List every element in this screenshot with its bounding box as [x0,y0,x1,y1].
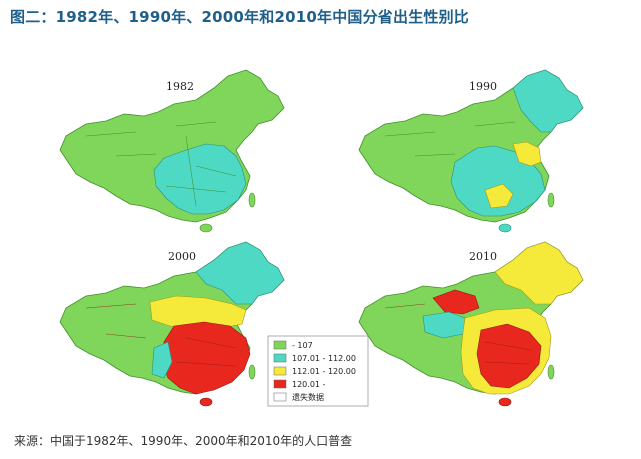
taiwan-island [248,364,256,380]
map-year-label: 2010 [469,250,497,263]
map-year-label: 1982 [166,80,194,93]
source-note: 来源：中国于1982年、1990年、2000年和2010年的人口普查 [14,434,353,448]
region-northwest-red [432,289,480,315]
region-central-red [476,323,542,389]
legend-item: 112.01 - 120.00 [273,366,356,376]
taiwan-island [248,192,256,208]
hainan-island [199,223,213,233]
map-2000: 2000 [59,241,285,407]
region-northeast-cyan [195,241,285,305]
legend-item: 120.01 - [273,379,326,389]
legend-swatch [273,340,287,350]
region-yellow-north [512,141,542,167]
legend-label: 遗失数据 [292,392,324,402]
map-year-label: 2000 [168,250,196,263]
region-southwest-cyan [151,341,173,379]
legend-swatch [273,392,287,402]
legend-label: 112.01 - 120.00 [292,367,356,376]
legend-swatch [273,353,287,363]
legend-swatch [273,379,287,389]
hainan-island [498,223,512,233]
legend-item: 107.01 - 112.00 [273,353,356,363]
map-2010: 2010 [358,241,584,407]
region-central-red [161,321,251,395]
map-year-label: 1990 [469,80,497,93]
legend-item: 遗失数据 [273,392,324,402]
legend-label: 120.01 - [292,380,326,389]
legend-item: - 107 [273,340,313,350]
region-northeast-cyan [512,69,584,133]
region-north-yellow [149,295,247,329]
legend-label: 107.01 - 112.00 [292,354,356,363]
region-central-cyan [450,145,546,217]
map-1982: 1982 [59,69,285,233]
region-northeast-yellow [494,241,584,305]
map-1990: 1990 [358,69,584,233]
legend: - 107 107.01 - 112.00 112.01 - 120.00 12… [267,335,369,407]
figure-title: 图二：1982年、1990年、2000年和2010年中国分省出生性别比 [10,8,469,26]
taiwan-island [547,192,555,208]
legend-label: - 107 [292,341,313,350]
legend-swatch [273,366,287,376]
taiwan-island [547,364,555,380]
hainan-island [498,397,512,407]
region-yellow-south [484,183,514,209]
region-east-cyan [153,143,247,215]
hainan-island [199,397,213,407]
